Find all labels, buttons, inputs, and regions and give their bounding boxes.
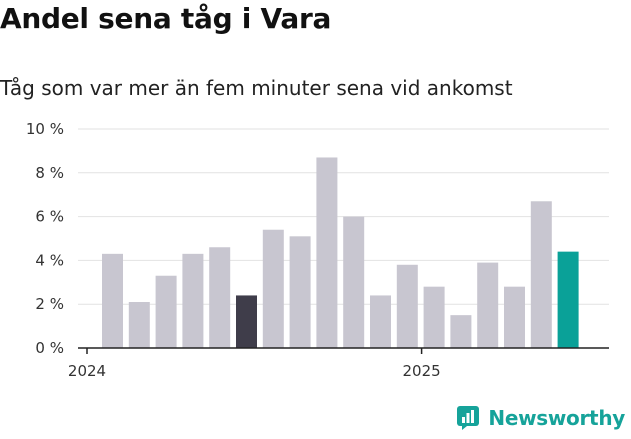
bar (450, 315, 472, 348)
bar (236, 295, 257, 348)
bar (477, 262, 499, 348)
bar (209, 247, 231, 348)
bar (128, 302, 150, 348)
newsworthy-logo: Newsworthy (456, 405, 625, 431)
bar (370, 295, 391, 348)
chart-title: Andel sena tåg i Vara (0, 2, 332, 35)
bar (557, 251, 579, 348)
x-tick-label: 2025 (403, 362, 441, 380)
newsworthy-logo-icon (457, 406, 480, 430)
bar (289, 236, 311, 348)
bar (396, 264, 418, 348)
bar (262, 229, 284, 348)
y-tick-label: 6 % (35, 208, 64, 226)
chart-subtitle: Tåg som var mer än fem minuter sena vid … (0, 76, 513, 100)
bar (182, 253, 204, 348)
bar (316, 157, 338, 348)
y-tick-label: 10 % (26, 120, 64, 138)
bar (102, 253, 123, 348)
bar (343, 216, 365, 348)
y-tick-label: 8 % (35, 164, 64, 182)
bar (155, 275, 177, 348)
x-tick-label: 2024 (68, 362, 106, 380)
bar (423, 286, 445, 348)
y-tick-label: 0 % (35, 339, 64, 357)
y-tick-label: 4 % (35, 251, 64, 269)
bar (530, 201, 552, 348)
bar (504, 286, 525, 348)
y-tick-label: 2 % (35, 295, 64, 313)
brand-name: Newsworthy (488, 406, 625, 430)
